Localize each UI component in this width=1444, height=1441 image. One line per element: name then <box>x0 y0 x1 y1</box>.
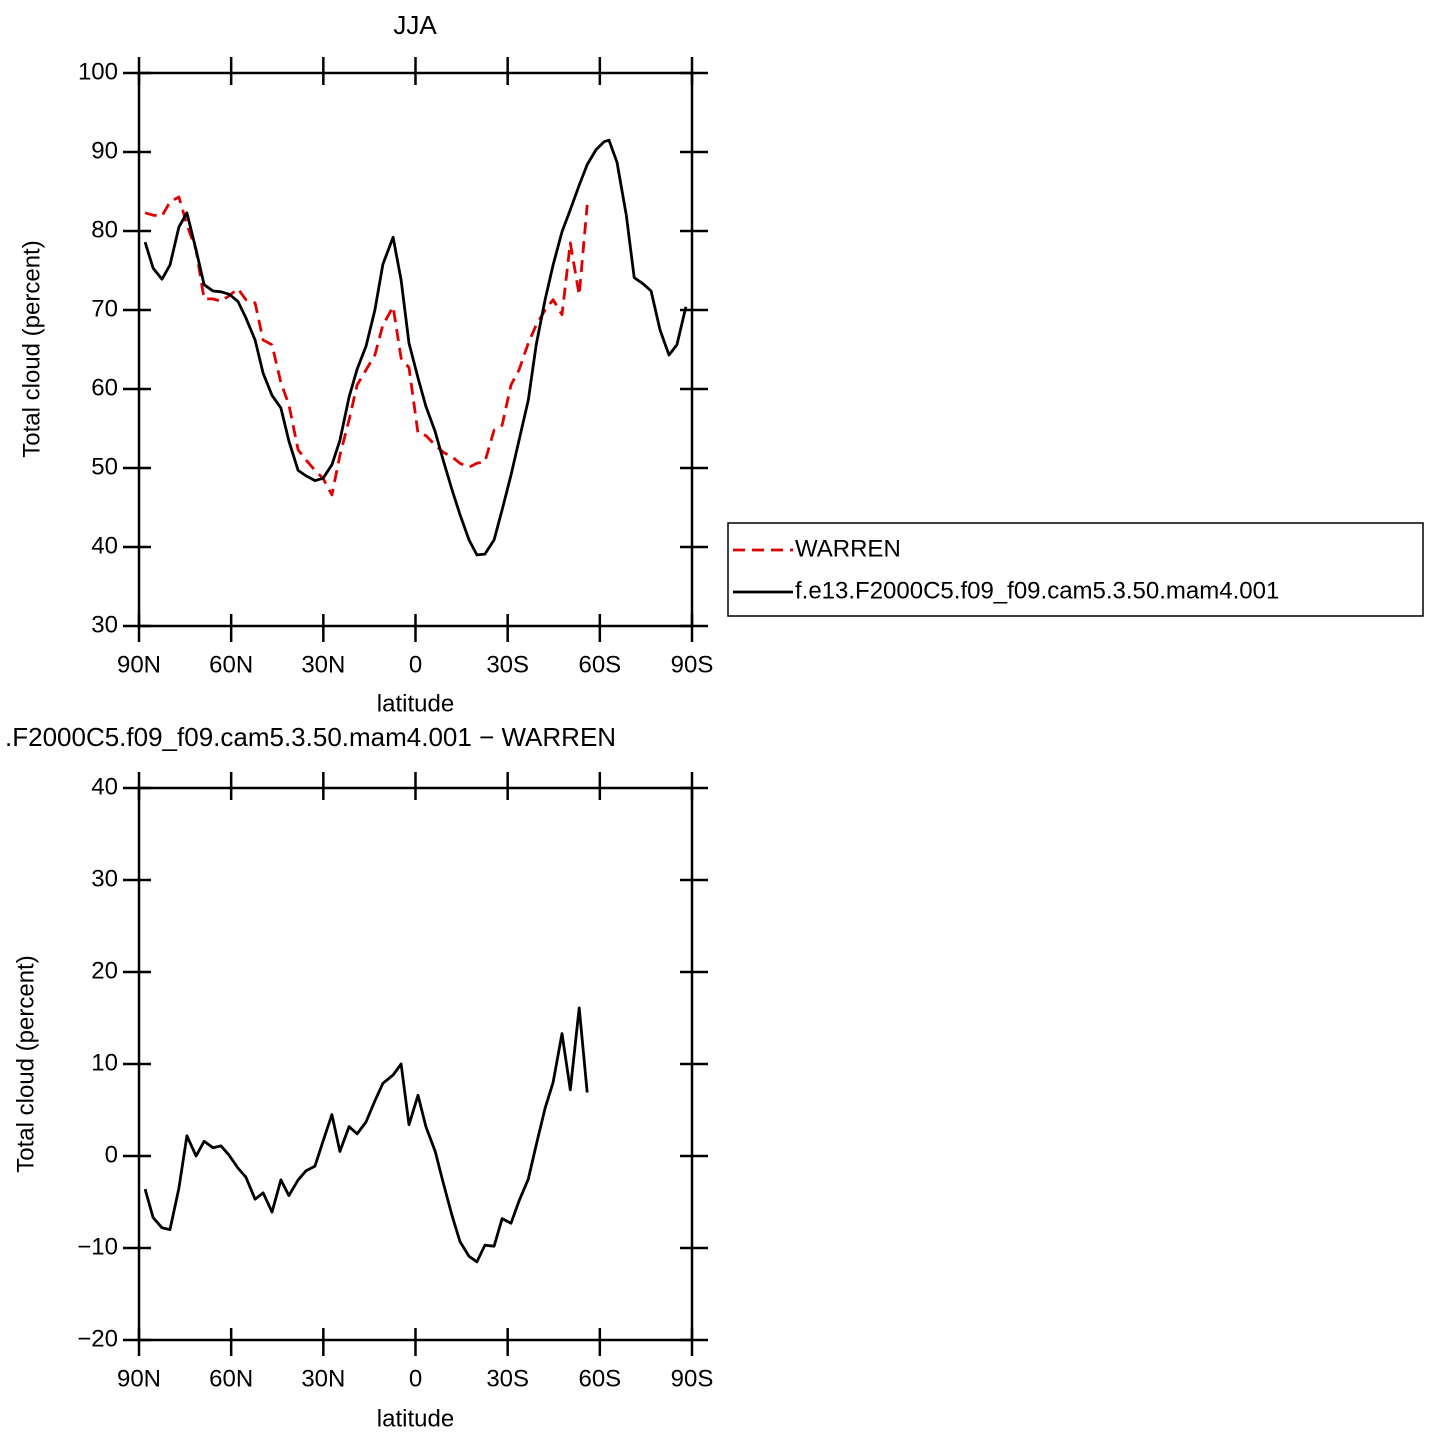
x-tick-label: 30S <box>486 651 529 678</box>
chart-title: JJA <box>393 10 437 40</box>
y-tick-label: 60 <box>91 374 118 401</box>
x-axis-label: latitude <box>377 1405 454 1432</box>
axes <box>123 57 708 642</box>
x-axis-label: latitude <box>377 690 454 717</box>
legend-label: f.e13.F2000C5.f09_f09.cam5.3.50.mam4.001 <box>795 577 1279 604</box>
y-tick-label: 40 <box>91 532 118 559</box>
x-tick-label: 60N <box>209 651 253 678</box>
x-tick-label: 30N <box>301 651 345 678</box>
y-tick-label: 20 <box>91 957 118 984</box>
plot-frame <box>137 71 694 628</box>
x-tick-label: 30N <box>301 1365 345 1392</box>
x-tick-label: 90S <box>671 1365 714 1392</box>
chart-title: .F2000C5.f09_f09.cam5.3.50.mam4.001 − WA… <box>5 722 616 752</box>
y-axis-label: Total cloud (percent) <box>12 955 39 1172</box>
y-tick-label: 30 <box>91 865 118 892</box>
legend-label: WARREN <box>795 535 901 562</box>
y-tick-label: 10 <box>91 1049 118 1076</box>
y-tick-label: 100 <box>78 58 118 85</box>
x-tick-label: 60S <box>578 1365 621 1392</box>
y-axis-label: Total cloud (percent) <box>18 240 45 457</box>
y-tick-label: 40 <box>91 773 118 800</box>
y-tick-label: 50 <box>91 453 118 480</box>
x-tick-label: 30S <box>486 1365 529 1392</box>
y-tick-label: 90 <box>91 137 118 164</box>
x-tick-label: 90N <box>117 1365 161 1392</box>
x-tick-label: 0 <box>409 1365 422 1392</box>
legend-box <box>727 522 1424 617</box>
y-tick-label: 70 <box>91 295 118 322</box>
axes <box>123 772 708 1356</box>
y-tick-label: 80 <box>91 216 118 243</box>
y-tick-label: −20 <box>77 1325 118 1352</box>
plot-frame <box>137 786 694 1342</box>
x-tick-label: 0 <box>409 651 422 678</box>
x-tick-label: 90S <box>671 651 714 678</box>
x-tick-label: 60N <box>209 1365 253 1392</box>
data-line <box>144 195 589 497</box>
data-line <box>143 138 688 557</box>
x-tick-label: 90N <box>117 651 161 678</box>
y-tick-label: 30 <box>91 611 118 638</box>
x-tick-label: 60S <box>578 651 621 678</box>
y-tick-label: 0 <box>105 1141 118 1168</box>
data-line <box>143 1006 589 1264</box>
y-tick-label: −10 <box>77 1233 118 1260</box>
